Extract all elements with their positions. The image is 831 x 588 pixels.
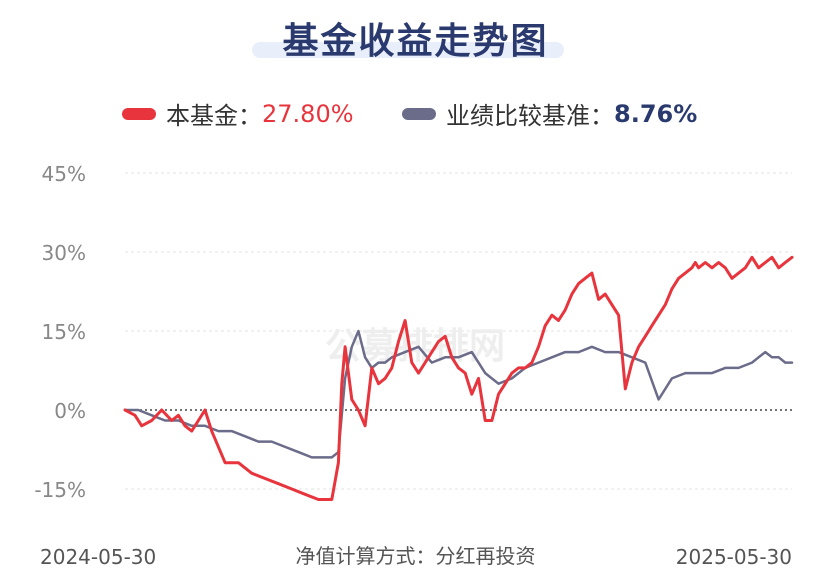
legend-label-fund: 本基金： (166, 102, 262, 130)
legend-item-benchmark: 业绩比较基准： 8.76% (402, 96, 697, 131)
grid-lines (125, 172, 792, 490)
title-highlight (252, 42, 564, 58)
y-axis: 45% 30% 15% 0% -15% (34, 162, 86, 502)
x-start-label: 2024-05-30 (40, 545, 156, 569)
legend-label-benchmark: 业绩比较基准： (446, 102, 614, 130)
x-end-label: 2025-05-30 (676, 545, 792, 569)
legend-swatch-benchmark (402, 107, 436, 120)
chart-title: 基金收益走势图 (282, 21, 549, 62)
series-line-fund (123, 255, 794, 501)
y-tick-label: 45% (42, 162, 86, 186)
legend-swatch-fund (122, 107, 156, 120)
title-area: 基金收益走势图 (0, 0, 831, 80)
line-chart: 公募排排网 45% 30% 15% 0% -15% 2024-05-30 2025-05… (34, 162, 794, 569)
series-group (123, 255, 794, 501)
y-tick-label: 15% (42, 320, 86, 344)
footnote: 净值计算方式：分红再投资 (295, 544, 536, 568)
legend: 本基金： 27.80% 业绩比较基准： 8.76% (0, 96, 831, 130)
legend-value-benchmark: 8.76% (614, 99, 698, 128)
series-line-benchmark (123, 329, 794, 459)
legend-item-fund: 本基金： 27.80% (122, 96, 354, 131)
y-tick-label: 0% (54, 399, 86, 423)
watermark: 公募排排网 (325, 326, 505, 367)
y-tick-label: -15% (34, 478, 86, 502)
legend-value-fund: 27.80% (262, 99, 354, 128)
y-tick-label: 30% (42, 241, 86, 265)
